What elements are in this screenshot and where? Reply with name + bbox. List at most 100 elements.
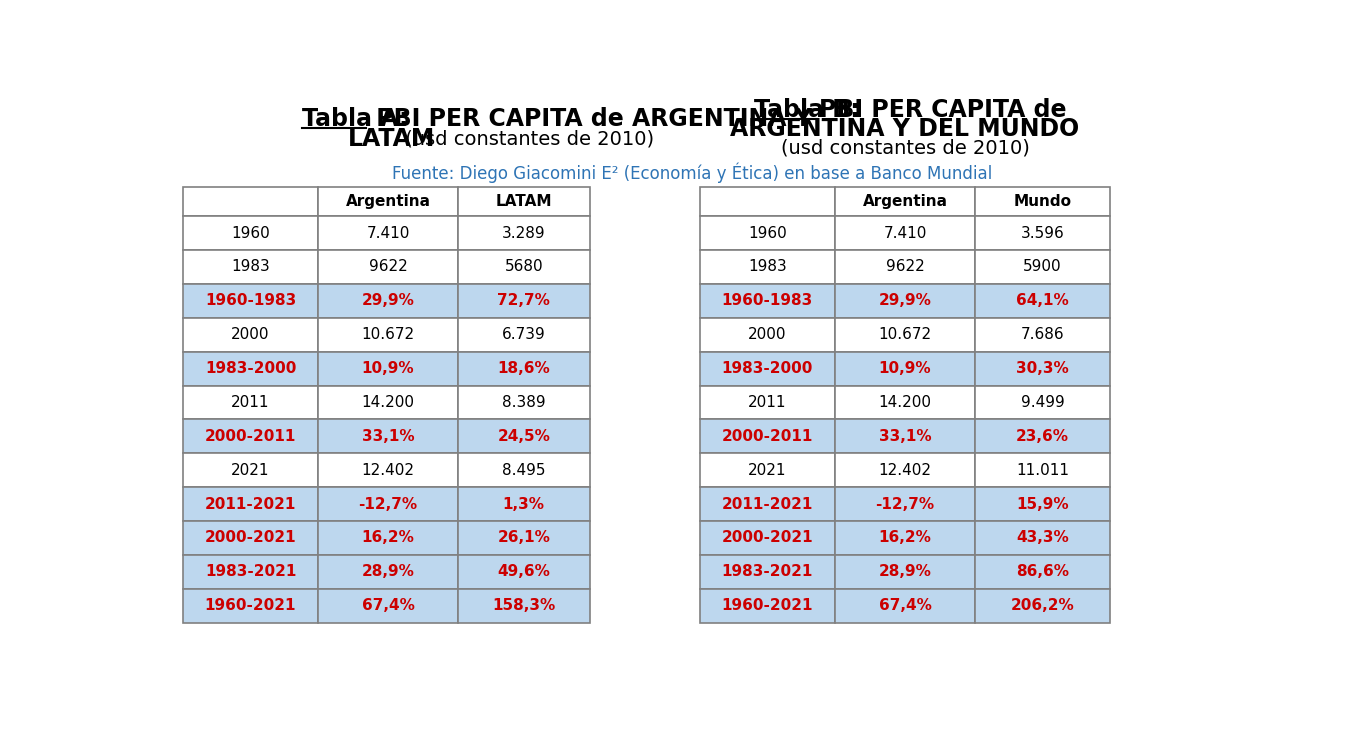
Text: (usd constantes de 2010): (usd constantes de 2010) (780, 139, 1030, 158)
Text: 9622: 9622 (886, 260, 925, 274)
Text: 7.686: 7.686 (1021, 327, 1064, 342)
Text: 16,2%: 16,2% (362, 531, 414, 545)
Bar (836, 419, 975, 453)
Bar (836, 284, 975, 318)
Bar (319, 419, 458, 453)
Text: 2021: 2021 (748, 463, 787, 478)
Bar (699, 487, 836, 521)
Text: 29,9%: 29,9% (879, 293, 931, 308)
Text: 1960-1983: 1960-1983 (205, 293, 296, 308)
Text: 6.739: 6.739 (502, 327, 545, 342)
Bar (975, 284, 1110, 318)
Bar (319, 216, 458, 250)
Text: 33,1%: 33,1% (362, 429, 414, 444)
Text: 26,1%: 26,1% (497, 531, 551, 545)
Text: 1960-2021: 1960-2021 (722, 598, 813, 613)
Text: 8.389: 8.389 (502, 395, 545, 410)
Bar (319, 250, 458, 284)
Text: 14.200: 14.200 (362, 395, 414, 410)
Text: 2011-2021: 2011-2021 (205, 497, 296, 512)
Bar (699, 284, 836, 318)
Bar (836, 216, 975, 250)
Text: PBI PER CAPITA de: PBI PER CAPITA de (819, 98, 1066, 122)
Bar (836, 555, 975, 589)
Text: 3.596: 3.596 (1021, 226, 1064, 241)
Text: Fuente: Diego Giacomini E² (Economía y Ética) en base a Banco Mundial: Fuente: Diego Giacomini E² (Economía y É… (392, 163, 992, 183)
Bar (319, 186, 458, 216)
Bar (458, 186, 590, 216)
Text: LATAM: LATAM (347, 127, 435, 151)
Text: 2000: 2000 (231, 327, 270, 342)
Bar (836, 521, 975, 555)
Text: 9.499: 9.499 (1021, 395, 1064, 410)
Text: 16,2%: 16,2% (879, 531, 931, 545)
Text: 9622: 9622 (369, 260, 408, 274)
Bar (458, 521, 590, 555)
Bar (975, 250, 1110, 284)
Bar (699, 386, 836, 419)
Bar (975, 186, 1110, 216)
Text: 206,2%: 206,2% (1011, 598, 1075, 613)
Text: 10.672: 10.672 (362, 327, 414, 342)
Bar (182, 419, 319, 453)
Bar (975, 521, 1110, 555)
Text: -12,7%: -12,7% (875, 497, 934, 512)
Text: 1983-2021: 1983-2021 (205, 564, 296, 579)
Text: 10.672: 10.672 (879, 327, 931, 342)
Bar (699, 419, 836, 453)
Text: Tabla A:: Tabla A: (302, 107, 409, 131)
Text: 72,7%: 72,7% (497, 293, 551, 308)
Text: 23,6%: 23,6% (1017, 429, 1069, 444)
Text: 8.495: 8.495 (502, 463, 545, 478)
Text: 12.402: 12.402 (879, 463, 931, 478)
Bar (458, 487, 590, 521)
Bar (182, 318, 319, 352)
Text: 1983-2000: 1983-2000 (722, 361, 813, 376)
Bar (319, 386, 458, 419)
Bar (182, 555, 319, 589)
Bar (699, 318, 836, 352)
Bar (975, 487, 1110, 521)
Text: 67,4%: 67,4% (362, 598, 414, 613)
Bar (975, 589, 1110, 623)
Text: 24,5%: 24,5% (497, 429, 551, 444)
Text: 2000-2011: 2000-2011 (205, 429, 296, 444)
Bar (699, 186, 836, 216)
Bar (975, 318, 1110, 352)
Text: 1983-2021: 1983-2021 (722, 564, 813, 579)
Text: 1983: 1983 (231, 260, 270, 274)
Text: 1960-1983: 1960-1983 (722, 293, 813, 308)
Text: 33,1%: 33,1% (879, 429, 931, 444)
Bar (182, 453, 319, 487)
Text: 1960: 1960 (748, 226, 787, 241)
Text: 2000: 2000 (748, 327, 787, 342)
Bar (458, 216, 590, 250)
Bar (699, 453, 836, 487)
Text: 18,6%: 18,6% (497, 361, 549, 376)
Text: 10,9%: 10,9% (879, 361, 931, 376)
Bar (975, 555, 1110, 589)
Bar (975, 216, 1110, 250)
Bar (699, 555, 836, 589)
Bar (699, 250, 836, 284)
Text: 158,3%: 158,3% (491, 598, 555, 613)
Text: 1960: 1960 (231, 226, 270, 241)
Text: (usd constantes de 2010): (usd constantes de 2010) (400, 130, 655, 149)
Text: PBI PER CAPITA de ARGENTINA Y: PBI PER CAPITA de ARGENTINA Y (367, 107, 811, 131)
Text: 12.402: 12.402 (362, 463, 414, 478)
Bar (699, 521, 836, 555)
Text: 7.410: 7.410 (883, 226, 926, 241)
Text: 2000-2021: 2000-2021 (205, 531, 296, 545)
Text: 2011: 2011 (748, 395, 787, 410)
Text: 1960-2021: 1960-2021 (205, 598, 296, 613)
Bar (975, 352, 1110, 386)
Bar (319, 453, 458, 487)
Bar (319, 555, 458, 589)
Text: 10,9%: 10,9% (362, 361, 414, 376)
Bar (182, 386, 319, 419)
Bar (182, 589, 319, 623)
Text: LATAM: LATAM (495, 194, 552, 209)
Text: 1983-2000: 1983-2000 (205, 361, 296, 376)
Bar (182, 250, 319, 284)
Text: 28,9%: 28,9% (879, 564, 931, 579)
